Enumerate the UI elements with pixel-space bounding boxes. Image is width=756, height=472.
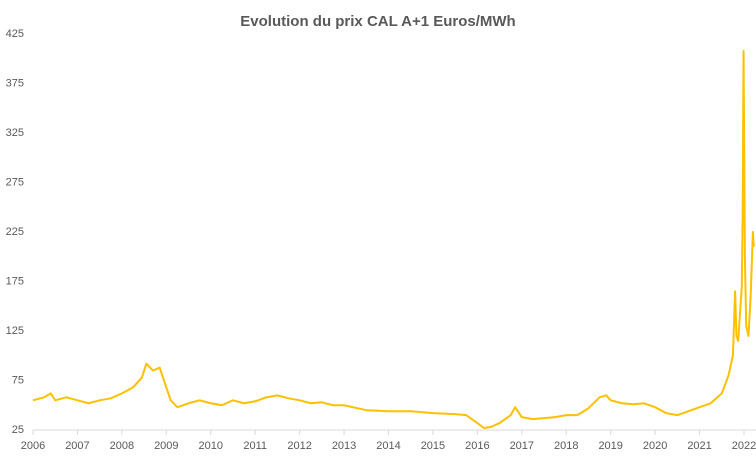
y-tick-label: 325 [6,127,24,139]
y-tick-label: 75 [12,374,24,386]
y-tick-label: 425 [6,28,24,40]
x-tick-label: 2009 [154,440,178,452]
x-tick-label: 2015 [421,440,445,452]
y-tick-label: 25 [12,424,24,436]
x-tick-label: 2021 [687,440,711,452]
x-tick-label: 2007 [65,440,89,452]
chart-title: Evolution du prix CAL A+1 Euros/MWh [240,13,515,30]
x-tick-label: 2016 [465,440,489,452]
price-line [32,49,755,430]
x-tick-label: 2020 [643,440,667,452]
x-tick-label: 2008 [110,440,134,452]
y-tick-label: 225 [6,226,24,238]
x-tick-label: 2013 [332,440,356,452]
x-tick-label: 2011 [243,440,267,452]
x-tick-label: 2017 [510,440,534,452]
y-tick-label: 125 [6,325,24,337]
x-tick-label: 2018 [554,440,578,452]
x-tick-label: 2006 [21,440,45,452]
y-tick-label: 375 [6,77,24,89]
x-tick-label: 2022 [732,440,756,452]
x-tick-label: 2019 [598,440,622,452]
y-tick-label: 175 [6,275,24,287]
x-tick-label: 2014 [376,440,400,452]
y-tick-label: 275 [6,176,24,188]
x-tick-label: 2010 [199,440,223,452]
x-tick-label: 2012 [287,440,311,452]
